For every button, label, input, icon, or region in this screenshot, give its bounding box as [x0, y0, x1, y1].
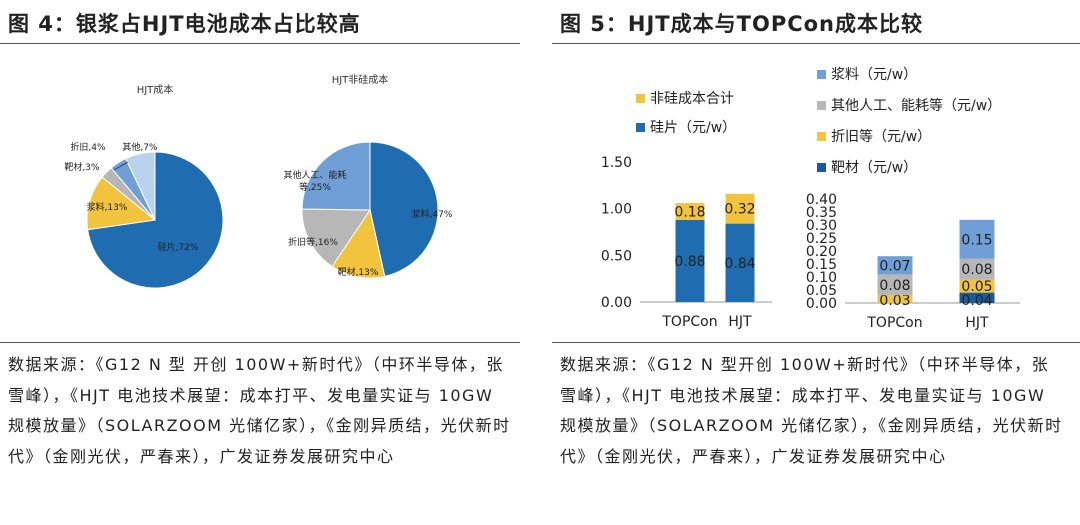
- bar-segment: [959, 279, 995, 293]
- y-tick-label: 0.25: [806, 231, 837, 247]
- slice-label: 折旧等,16%: [288, 236, 338, 248]
- leader-line: [113, 161, 129, 171]
- y-tick-label: 0.30: [806, 218, 837, 234]
- y-tick-label: 0.15: [806, 257, 837, 273]
- slice-label: 浆料,13%: [87, 201, 128, 213]
- right-figure: 图 5：HJT成本与TOPCon成本比较 0.00 0.50 1.00 1.50 0.8…: [552, 0, 1080, 525]
- bar-segment: [877, 274, 913, 296]
- x-tick-label: TOPCon: [866, 315, 922, 331]
- data-label: 0.84: [724, 256, 755, 272]
- slice-label: 其他人工、能耗等,25%: [283, 169, 346, 193]
- data-label: 0.15: [961, 232, 992, 248]
- data-label: 0.05: [961, 279, 992, 295]
- bar-segment: [675, 203, 705, 220]
- pie-title: HJT成本: [137, 83, 174, 96]
- data-label: 0.04: [961, 293, 992, 309]
- pie-slice: [301, 141, 371, 211]
- legend-label: 非硅成本合计: [650, 91, 734, 107]
- left-figure-title: 图 4：银浆占HJT电池成本占比较高: [8, 12, 361, 36]
- data-label: 0.32: [724, 202, 755, 218]
- pie-slice: [301, 208, 371, 268]
- y-tick-label: 0.50: [601, 248, 632, 264]
- legend-swatch: [817, 70, 826, 79]
- y-tick-label: 0.35: [806, 205, 837, 221]
- y-tick-label: 1.50: [601, 155, 632, 171]
- bar-chart-nonsilicon: 0.000.050.100.150.200.250.300.350.400.03…: [806, 67, 1020, 331]
- legend-swatch: [817, 132, 826, 141]
- legend-swatch: [817, 101, 826, 110]
- left-source-text: 数据来源：《G12 N 型 开创 100W+新时代》（中环半导体，张雪峰），《H…: [8, 355, 511, 466]
- bar-segment: [959, 292, 995, 303]
- bar-segment: [959, 258, 995, 280]
- bar-segment: [725, 223, 755, 302]
- x-tick-label: TOPCon: [661, 314, 717, 330]
- y-tick-label: 0.00: [806, 296, 837, 312]
- slice-label: 靶材,3%: [64, 161, 100, 173]
- right-title-rule: [552, 43, 1080, 44]
- slice-label: 靶材,13%: [338, 266, 379, 278]
- bar-segment: [959, 219, 995, 259]
- right-source-rule: [552, 342, 1080, 343]
- legend-label: 靶材（元/w）: [831, 160, 917, 176]
- left-title-rule: [0, 43, 520, 44]
- legend-label: 折旧等（元/w）: [831, 128, 931, 145]
- legend-swatch: [636, 123, 645, 132]
- y-tick-label: 0.40: [806, 192, 837, 208]
- data-label: 0.08: [879, 278, 910, 294]
- bar-segment: [877, 295, 913, 303]
- right-figure-title: 图 5：HJT成本与TOPCon成本比较: [560, 12, 923, 36]
- y-tick-label: 0.00: [601, 295, 632, 311]
- bar-segment: [725, 193, 755, 224]
- pie-slice: [125, 151, 156, 221]
- legend-swatch: [817, 163, 826, 172]
- y-tick-label: 0.10: [806, 270, 837, 286]
- data-label: 0.03: [879, 293, 910, 309]
- slice-label: 浆料,47%: [412, 208, 453, 220]
- bar-segment: [877, 256, 913, 275]
- legend-label: 硅片（元/w）: [650, 120, 736, 136]
- pie-slice: [86, 176, 157, 231]
- pie-slice: [369, 141, 439, 277]
- bar-segment: [675, 219, 705, 302]
- data-label: 0.08: [961, 262, 992, 278]
- y-tick-label: 1.00: [601, 202, 632, 218]
- left-figure: 图 4：银浆占HJT电池成本占比较高 HJT成本硅片,72% 浆料,13% 靶材,3…: [0, 0, 520, 525]
- legend-label: 浆料（元/w）: [831, 67, 917, 83]
- pie-title: HJT非硅成本: [332, 73, 389, 86]
- legend-swatch: [636, 94, 645, 103]
- data-label: 0.07: [879, 258, 910, 274]
- y-tick-label: 0.20: [806, 244, 837, 260]
- bar-charts: 0.00 0.50 1.00 1.50 0.88 0.18 TOPCon 0.84 0.32 HJ…: [601, 67, 1020, 331]
- legend-label: 其他人工、能耗等（元/w）: [831, 97, 1001, 114]
- y-tick-label: 0.05: [806, 283, 837, 299]
- data-label: 0.88: [674, 254, 705, 270]
- bar-chart-silicon: 0.00 0.50 1.00 1.50 0.88 0.18 TOPCon 0.84 0.32 HJ…: [601, 91, 772, 330]
- x-tick-label: HJT: [965, 315, 989, 331]
- left-source-rule: [0, 342, 520, 343]
- x-tick-label: HJT: [728, 314, 752, 330]
- right-source-text: 数据来源：《G12 N 型开创 100W+新时代》（中环半导体，张雪峰），《HJ…: [560, 355, 1063, 466]
- data-label: 0.18: [674, 204, 705, 220]
- pie-slice: [331, 208, 386, 279]
- slice-label: 折旧,4%: [70, 141, 106, 153]
- slice-label: 其他,7%: [122, 141, 158, 153]
- slice-label: 硅片,72%: [158, 241, 199, 253]
